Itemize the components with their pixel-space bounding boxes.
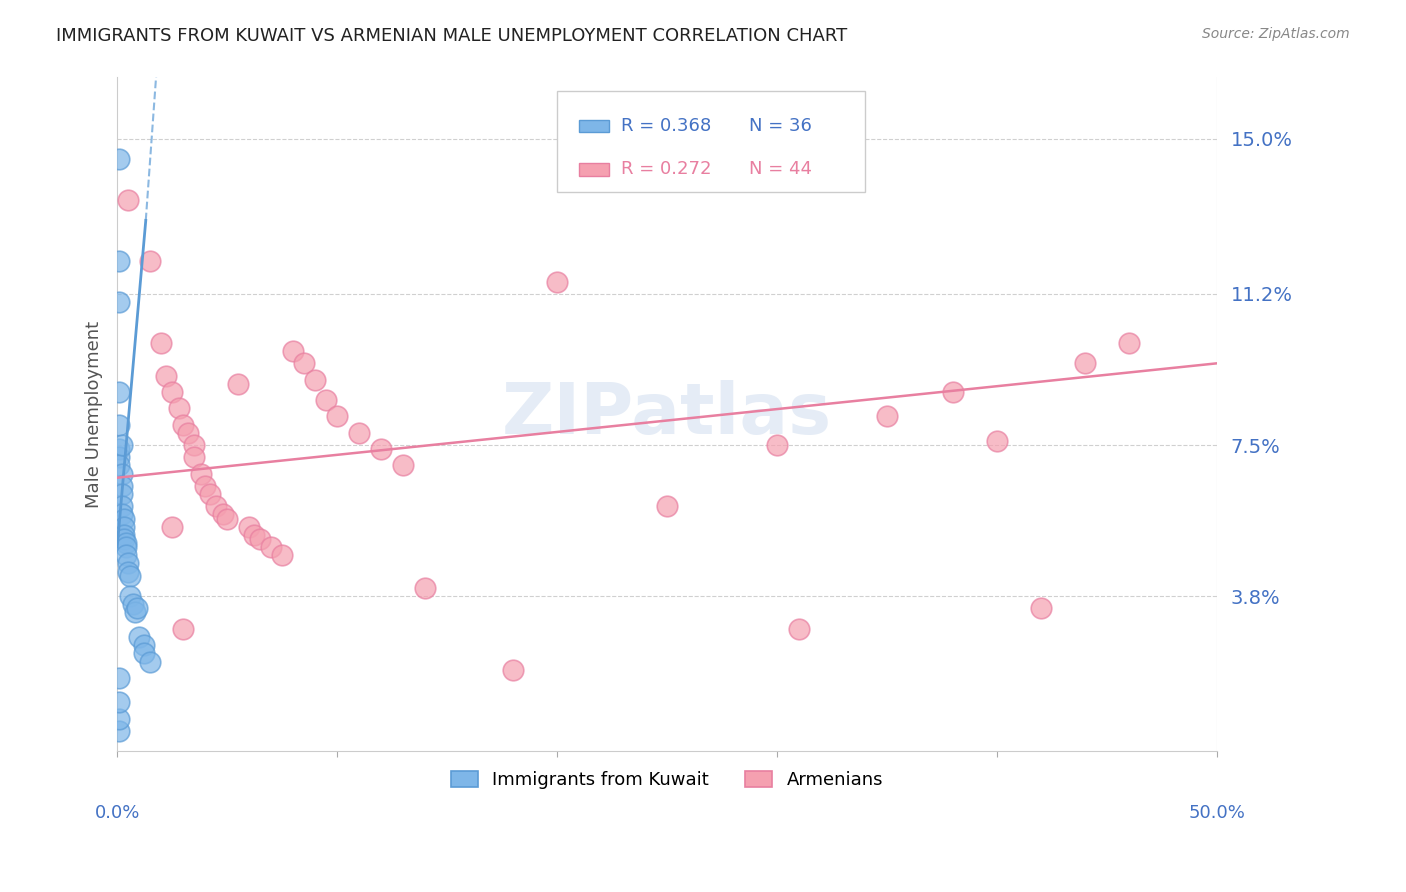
Point bbox=[110, 479, 132, 493]
FancyBboxPatch shape bbox=[557, 91, 865, 192]
Text: IMMIGRANTS FROM KUWAIT VS ARMENIAN MALE UNEMPLOYMENT CORRELATION CHART: IMMIGRANTS FROM KUWAIT VS ARMENIAN MALE … bbox=[56, 27, 848, 45]
Point bbox=[172, 622, 194, 636]
Point bbox=[117, 193, 139, 207]
Point bbox=[117, 557, 139, 571]
Point bbox=[271, 549, 294, 563]
Point bbox=[190, 467, 212, 481]
Point bbox=[198, 487, 221, 501]
Point bbox=[110, 508, 132, 522]
Point bbox=[304, 373, 326, 387]
Point bbox=[176, 425, 198, 440]
Point bbox=[108, 723, 131, 738]
Point bbox=[117, 565, 139, 579]
Text: 50.0%: 50.0% bbox=[1188, 805, 1246, 822]
Point bbox=[139, 655, 162, 669]
Point bbox=[108, 442, 131, 456]
Point bbox=[194, 479, 217, 493]
Text: 0.0%: 0.0% bbox=[94, 805, 139, 822]
Point bbox=[211, 508, 233, 522]
Point bbox=[125, 601, 148, 615]
Point bbox=[315, 393, 337, 408]
Point bbox=[392, 458, 415, 473]
Point bbox=[108, 450, 131, 465]
Point bbox=[546, 275, 568, 289]
Point bbox=[226, 376, 249, 391]
Point bbox=[128, 630, 150, 644]
Point bbox=[112, 511, 135, 525]
Point bbox=[655, 500, 678, 514]
Point bbox=[413, 581, 436, 595]
Point bbox=[876, 409, 898, 424]
Point bbox=[121, 597, 143, 611]
Text: R = 0.272: R = 0.272 bbox=[621, 161, 711, 178]
Point bbox=[124, 606, 146, 620]
Point bbox=[115, 540, 138, 554]
Point bbox=[110, 487, 132, 501]
Point bbox=[249, 532, 271, 546]
Text: R = 0.368: R = 0.368 bbox=[621, 117, 711, 135]
FancyBboxPatch shape bbox=[579, 120, 609, 132]
Point bbox=[108, 671, 131, 685]
Point bbox=[139, 254, 162, 268]
Point bbox=[986, 434, 1008, 448]
Point bbox=[183, 450, 205, 465]
Point bbox=[787, 622, 810, 636]
Legend: Immigrants from Kuwait, Armenians: Immigrants from Kuwait, Armenians bbox=[443, 764, 890, 797]
Point bbox=[160, 384, 183, 399]
Point bbox=[108, 417, 131, 432]
Point bbox=[108, 695, 131, 709]
Point bbox=[183, 438, 205, 452]
Point bbox=[112, 532, 135, 546]
Point bbox=[281, 344, 304, 359]
Text: Source: ZipAtlas.com: Source: ZipAtlas.com bbox=[1202, 27, 1350, 41]
FancyBboxPatch shape bbox=[579, 163, 609, 176]
Point bbox=[108, 384, 131, 399]
Text: N = 44: N = 44 bbox=[749, 161, 813, 178]
Point bbox=[502, 663, 524, 677]
Point bbox=[217, 511, 239, 525]
Point bbox=[942, 384, 965, 399]
Point bbox=[155, 368, 177, 383]
Point bbox=[292, 356, 315, 370]
Point bbox=[205, 500, 228, 514]
Point bbox=[108, 295, 131, 310]
Point bbox=[766, 438, 789, 452]
Point bbox=[370, 442, 392, 456]
Point bbox=[108, 458, 131, 473]
Point bbox=[112, 519, 135, 533]
Point bbox=[347, 425, 370, 440]
Point bbox=[115, 549, 138, 563]
Y-axis label: Male Unemployment: Male Unemployment bbox=[86, 321, 103, 508]
Point bbox=[172, 417, 194, 432]
Point bbox=[1118, 335, 1140, 350]
Text: ZIPatlas: ZIPatlas bbox=[502, 380, 832, 449]
Point bbox=[1074, 356, 1097, 370]
Point bbox=[150, 335, 173, 350]
Point bbox=[132, 646, 155, 660]
Point bbox=[242, 528, 264, 542]
Point bbox=[120, 589, 142, 603]
Point bbox=[160, 519, 183, 533]
Point bbox=[110, 438, 132, 452]
Point bbox=[120, 568, 142, 582]
Point bbox=[238, 519, 260, 533]
Point bbox=[110, 500, 132, 514]
Text: N = 36: N = 36 bbox=[749, 117, 813, 135]
Point bbox=[132, 638, 155, 652]
Point bbox=[112, 528, 135, 542]
Point bbox=[108, 712, 131, 726]
Point bbox=[1029, 601, 1052, 615]
Point bbox=[167, 401, 190, 416]
Point bbox=[110, 467, 132, 481]
Point bbox=[260, 540, 283, 554]
Point bbox=[326, 409, 349, 424]
Point bbox=[108, 254, 131, 268]
Point bbox=[108, 152, 131, 166]
Point bbox=[115, 536, 138, 550]
